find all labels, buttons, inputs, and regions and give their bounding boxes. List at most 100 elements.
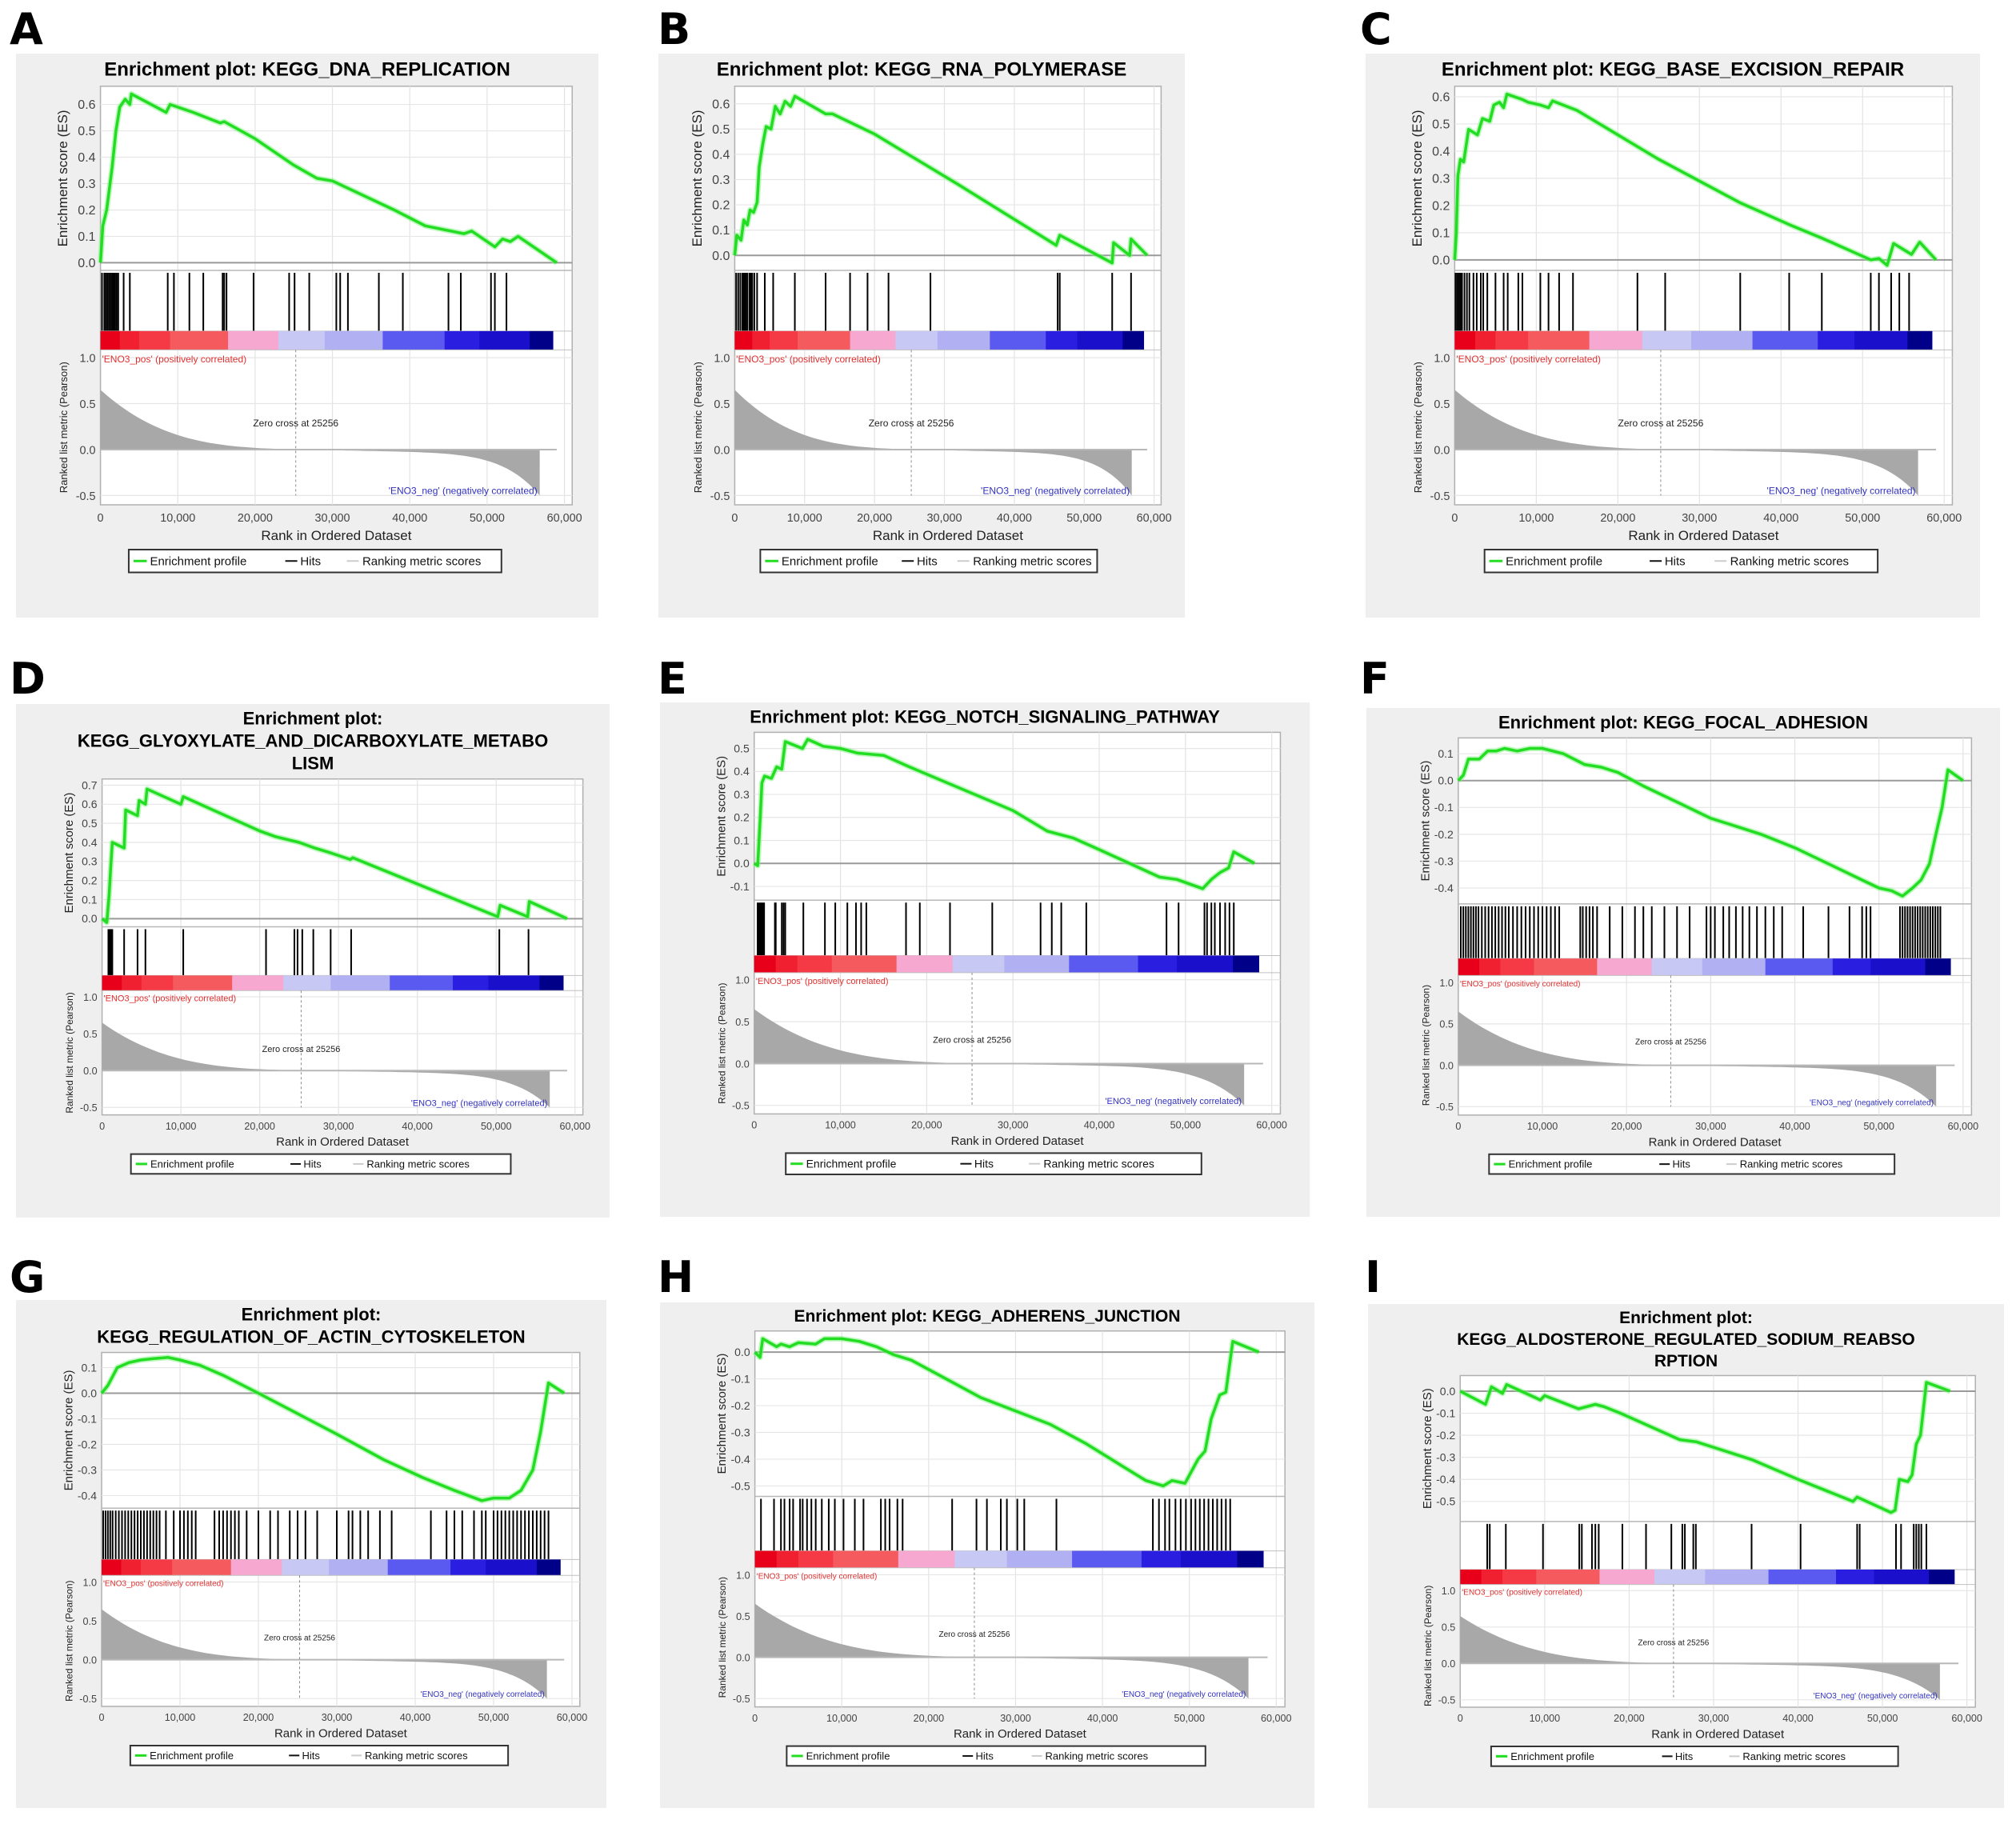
heatmap-segment xyxy=(1642,330,1692,350)
positive-correlation-label: 'ENO3_pos' (positively correlated) xyxy=(1460,980,1581,989)
heatmap-segment xyxy=(329,1559,389,1576)
es-y-tick-label: 0.0 xyxy=(78,257,95,270)
metric-y-tick-label: -0.5 xyxy=(732,1101,750,1112)
metric-y-tick-label: 0.0 xyxy=(83,1066,98,1077)
heatmap-segment xyxy=(833,1550,899,1568)
ranking-metric-area xyxy=(754,1603,1249,1699)
heatmap-segment xyxy=(1702,958,1766,976)
metric-y-tick-label: 0.5 xyxy=(1434,398,1450,411)
x-tick-label: 60,000 xyxy=(557,1712,588,1723)
x-tick-label: 10,000 xyxy=(1530,1713,1561,1724)
es-y-tick-label: 0.6 xyxy=(712,98,730,111)
panel-label-c: C xyxy=(1360,4,1392,54)
positive-correlation-label: 'ENO3_pos' (positively correlated) xyxy=(102,354,246,365)
es-y-tick-label: 0.0 xyxy=(1440,1385,1456,1398)
plot-title-line: Enrichment plot: xyxy=(242,1304,382,1324)
es-y-tick-label: 0.1 xyxy=(712,224,730,238)
es-axis-label: Enrichment score (ES) xyxy=(715,1354,729,1474)
enrichment-plot-b: Enrichment plot: KEGG_RNA_POLYMERASE 0.0 0… xyxy=(658,54,1185,618)
chart-svg: Enrichment plot:KEGG_GLYOXYLATE_AND_DICA… xyxy=(16,704,610,1218)
heatmap-segment xyxy=(850,330,896,350)
es-y-tick-label: 0.4 xyxy=(1432,146,1450,159)
heatmap-segment xyxy=(1072,1550,1142,1568)
chart-svg: Enrichment plot: KEGG_FOCAL_ADHESION -0.4… xyxy=(1366,708,2000,1217)
ranking-metric-area xyxy=(102,1609,547,1699)
negative-correlation-label: 'ENO3_neg' (negatively correlated) xyxy=(981,485,1130,496)
metric-y-tick-label: 0.0 xyxy=(736,1652,750,1663)
panel-label-h: H xyxy=(658,1252,694,1302)
x-tick-label: 30,000 xyxy=(322,1712,353,1723)
heatmap-segment xyxy=(937,330,990,350)
heatmap-segment xyxy=(831,955,898,973)
legend-box xyxy=(786,1745,1206,1767)
metric-y-tick-label: 1.0 xyxy=(1442,1586,1456,1597)
metric-y-tick-label: -0.5 xyxy=(79,1694,97,1705)
x-tick-label: 0 xyxy=(731,512,738,525)
metric-y-tick-label: -0.5 xyxy=(1438,1695,1456,1706)
x-tick-label: 40,000 xyxy=(400,1712,431,1723)
legend-box xyxy=(759,549,1098,574)
metric-y-tick-label: -0.5 xyxy=(710,490,730,503)
es-y-tick-label: -0.5 xyxy=(730,1479,750,1492)
enrichment-plot-f: Enrichment plot: KEGG_FOCAL_ADHESION -0.4… xyxy=(1366,708,2000,1217)
legend-label-enrichment: Enrichment profile xyxy=(150,555,246,569)
heatmap-segment xyxy=(102,1559,122,1576)
legend-label-ranking: Ranking metric scores xyxy=(362,555,481,569)
heatmap-segment xyxy=(232,975,284,991)
es-y-tick-label: 0.5 xyxy=(712,123,730,137)
x-tick-label: 0 xyxy=(1458,1713,1463,1724)
x-tick-label: 10,000 xyxy=(787,512,822,525)
heatmap-segment xyxy=(734,330,753,350)
heatmap-segment xyxy=(1925,958,1951,976)
heatmap-segment xyxy=(486,1559,538,1576)
legend-label-hits: Hits xyxy=(1672,1158,1690,1170)
es-y-tick-label: 0.0 xyxy=(1438,774,1454,787)
metric-y-tick-label: 0.5 xyxy=(735,1017,750,1028)
es-y-tick-label: 0.1 xyxy=(734,834,750,846)
x-tick-label: 50,000 xyxy=(470,512,505,525)
metric-y-tick-label: 1.0 xyxy=(1434,353,1450,366)
x-axis-label: Rank in Ordered Dataset xyxy=(1628,528,1778,543)
metric-axis-label: Ranked list metric (Pearson) xyxy=(58,362,70,493)
heatmap-segment xyxy=(1454,330,1476,350)
x-tick-label: 0 xyxy=(751,1120,757,1131)
legend-label-enrichment: Enrichment profile xyxy=(1510,1750,1594,1762)
heatmap-segment xyxy=(1177,955,1234,973)
heatmap-segment xyxy=(1458,958,1480,976)
x-axis-label: Rank in Ordered Dataset xyxy=(261,528,411,543)
plot-frame xyxy=(1454,86,1954,506)
metric-y-tick-label: -0.5 xyxy=(1436,1102,1454,1113)
x-tick-label: 30,000 xyxy=(1698,1713,1730,1724)
negative-correlation-label: 'ENO3_neg' (negatively correlated) xyxy=(1814,1692,1938,1701)
positive-correlation-label: 'ENO3_pos' (positively correlated) xyxy=(757,1572,878,1581)
legend-label-enrichment: Enrichment profile xyxy=(150,1158,234,1170)
metric-y-tick-label: 0.0 xyxy=(1439,1060,1454,1071)
heatmap-segment xyxy=(1237,1550,1264,1568)
plot-title-line: KEGG_REGULATION_OF_ACTIN_CYTOSKELETON xyxy=(97,1326,525,1346)
x-tick-label: 40,000 xyxy=(392,512,427,525)
metric-y-tick-label: -0.5 xyxy=(80,1102,98,1114)
x-tick-label: 40,000 xyxy=(1782,1713,1814,1724)
plot-title-line: Enrichment plot: KEGG_BASE_EXCISION_REPA… xyxy=(1442,59,1904,81)
zero-cross-label: Zero cross at 25256 xyxy=(253,418,338,429)
x-tick-label: 30,000 xyxy=(1695,1121,1726,1132)
heatmap-segment xyxy=(1460,1569,1482,1585)
zero-cross-label: Zero cross at 25256 xyxy=(262,1045,341,1054)
heatmap-segment xyxy=(1141,1550,1182,1568)
heatmap-segment xyxy=(1768,1569,1837,1585)
metric-y-tick-label: 0.0 xyxy=(714,445,730,458)
legend-label-ranking: Ranking metric scores xyxy=(1043,1158,1154,1170)
ranking-metric-area xyxy=(100,390,540,496)
x-tick-label: 50,000 xyxy=(1863,1121,1894,1132)
x-tick-label: 20,000 xyxy=(911,1120,942,1131)
x-tick-label: 40,000 xyxy=(1763,512,1798,525)
heatmap-segment xyxy=(1138,955,1178,973)
heatmap-segment xyxy=(1481,1569,1503,1585)
heatmap-segment xyxy=(1832,958,1871,976)
heatmap-segment xyxy=(754,1550,778,1568)
heatmap-segment xyxy=(1495,330,1529,350)
x-axis-label: Rank in Ordered Dataset xyxy=(951,1134,1085,1148)
es-y-tick-label: 0.2 xyxy=(734,811,750,824)
plot-title-line: Enrichment plot: KEGG_RNA_POLYMERASE xyxy=(717,59,1127,81)
heatmap-segment xyxy=(1122,330,1145,350)
